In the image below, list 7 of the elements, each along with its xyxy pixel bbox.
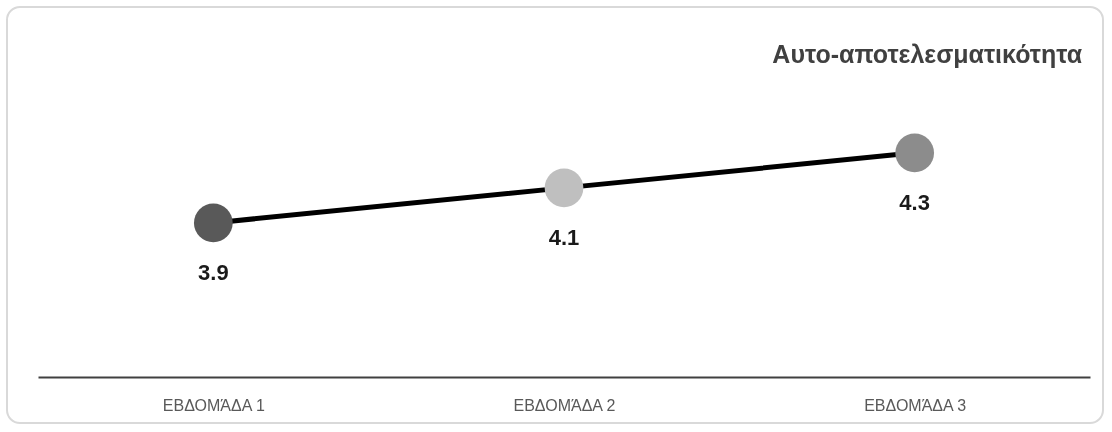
x-tick-label: ΕΒΔΟΜΆΔΑ 2 bbox=[513, 396, 616, 414]
data-label: 4.1 bbox=[548, 224, 580, 250]
chart-title: Αυτο-αποτελεσματικότητα bbox=[772, 40, 1083, 68]
data-label: 4.3 bbox=[899, 189, 930, 215]
data-label: 3.9 bbox=[198, 259, 229, 285]
x-tick-label: ΕΒΔΟΜΆΔΑ 1 bbox=[162, 396, 265, 414]
x-tick-label: ΕΒΔΟΜΆΔΑ 3 bbox=[864, 396, 967, 414]
